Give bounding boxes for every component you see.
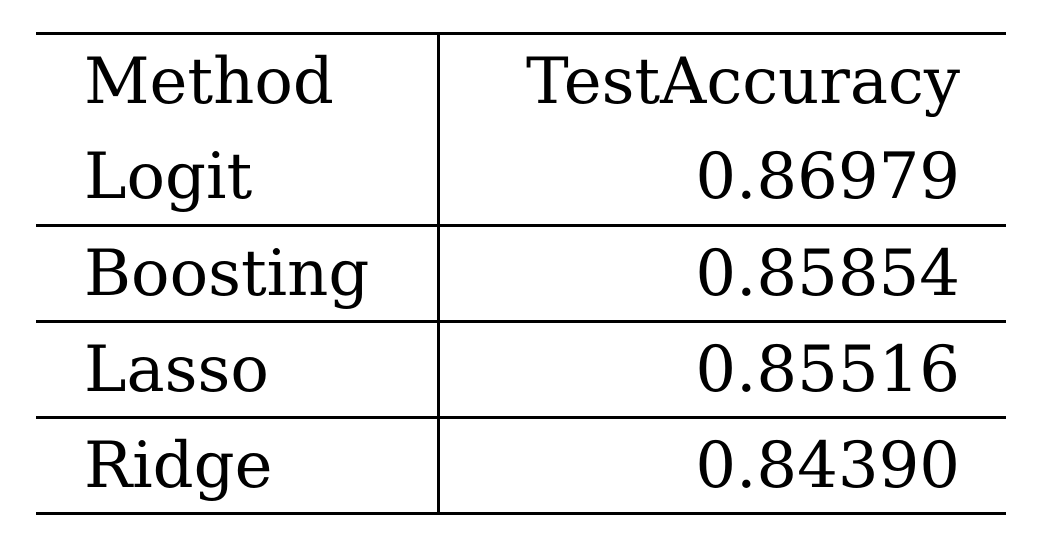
results-table: Method TestAccuracy Logit 0.86979 Boosti…: [36, 32, 1006, 515]
accuracy-cell: 0.85854: [438, 224, 1006, 322]
table-body: Logit 0.86979 Boosting 0.85854 Lasso 0.8…: [36, 129, 1006, 514]
accuracy-cell: 0.86979: [695, 139, 960, 214]
accuracy-cell: 0.84390: [438, 416, 1006, 514]
accuracy-cell: 0.85516: [438, 320, 1006, 418]
table-row: Lasso 0.85516: [36, 320, 1006, 418]
header-row: Method TestAccuracy: [36, 33, 1006, 130]
table-row: Logit 0.86979: [36, 129, 1006, 226]
header-test-accuracy: TestAccuracy: [525, 45, 960, 120]
table-row: Boosting 0.85854: [36, 224, 1006, 322]
method-cell: Ridge: [36, 416, 440, 514]
header-method: Method: [36, 33, 440, 130]
method-cell: Lasso: [36, 320, 440, 418]
table-row: Ridge 0.84390: [36, 416, 1006, 514]
method-cell: Logit: [36, 129, 440, 226]
table-header: Method TestAccuracy: [36, 33, 1006, 130]
method-cell: Boosting: [36, 224, 440, 322]
